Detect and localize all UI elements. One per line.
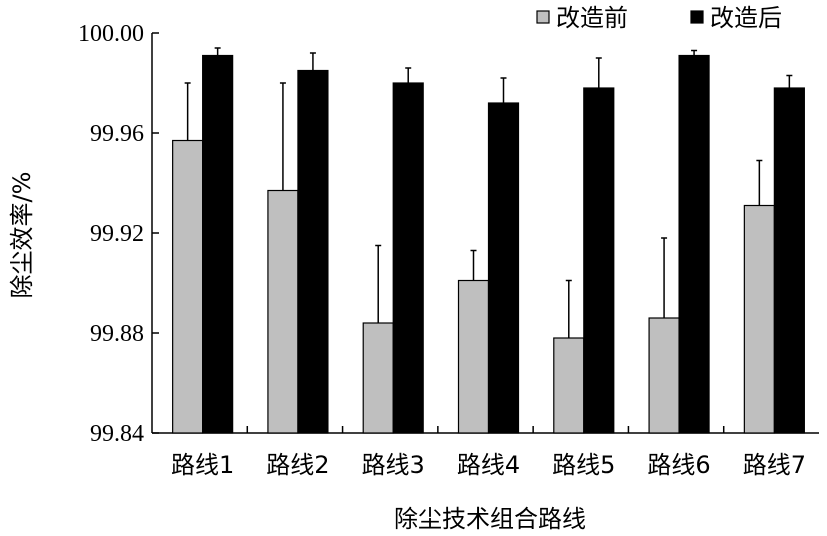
bar-before [267, 189, 299, 434]
y-tick-label: 99.96 [90, 121, 144, 147]
legend: 改造前 改造后 [536, 4, 782, 32]
y-tick-label: 99.92 [90, 221, 144, 247]
y-axis-title: 除尘效率/% [8, 172, 36, 299]
bar-before [553, 337, 585, 434]
bar-before [362, 322, 394, 434]
bar-after [678, 54, 710, 434]
x-tick-label: 路线5 [552, 451, 615, 479]
legend-swatch [536, 10, 550, 24]
x-tick-label: 路线7 [743, 451, 806, 479]
bar-after [583, 87, 615, 434]
bar-after [487, 102, 520, 434]
legend-label: 改造前 [556, 4, 628, 32]
x-tick-label: 路线4 [457, 451, 520, 479]
legend-label: 改造后 [710, 4, 782, 32]
bar-after [297, 69, 329, 434]
bar-after [773, 87, 805, 434]
y-tick-label: 100.00 [78, 21, 144, 47]
y-tick-label: 99.84 [90, 421, 144, 447]
bar-before [743, 204, 775, 434]
bar-after [392, 82, 424, 434]
x-tick-label: 路线6 [647, 451, 710, 479]
bar-before [457, 279, 490, 434]
x-tick-labels: 路线1 路线2 路线3 路线4 路线5 路线6 路线7 [171, 426, 806, 479]
x-tick-label: 路线2 [266, 451, 329, 479]
x-tick-label: 路线1 [171, 451, 234, 479]
legend-swatch [690, 10, 704, 24]
x-axis-title: 除尘技术组合路线 [394, 505, 586, 533]
bar-before [172, 139, 204, 434]
y-ticks: 99.84 99.88 99.92 99.96 100.00 [78, 21, 159, 447]
y-tick-label: 99.88 [90, 321, 144, 347]
bars [172, 54, 805, 434]
bar-before [648, 317, 680, 434]
x-tick-label: 路线3 [362, 451, 425, 479]
error-bars [184, 47, 793, 338]
bar-after [202, 54, 234, 434]
